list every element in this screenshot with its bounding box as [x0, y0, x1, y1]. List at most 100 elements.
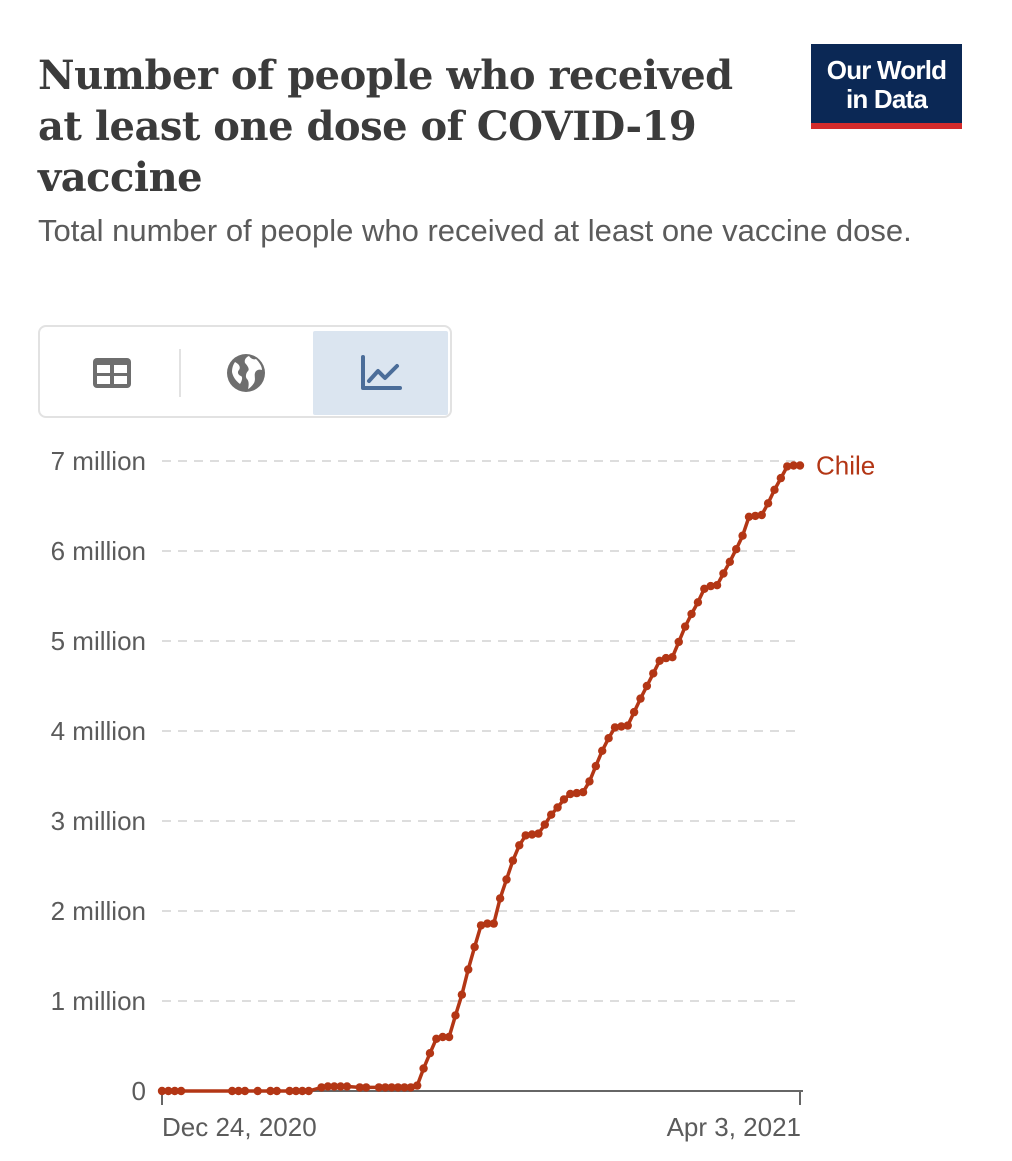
- data-point: [585, 777, 594, 786]
- grid-lines: [162, 460, 800, 1002]
- data-point: [502, 875, 511, 884]
- data-point: [330, 1082, 339, 1091]
- data-point: [578, 788, 588, 797]
- y-tick-label: 4 million: [51, 716, 146, 746]
- data-point: [693, 598, 703, 607]
- data-point: [649, 669, 658, 678]
- series-chile[interactable]: [157, 461, 805, 1096]
- data-point: [744, 512, 754, 521]
- data-point: [789, 461, 798, 470]
- y-tick-label: 5 million: [51, 626, 146, 656]
- data-point: [572, 788, 581, 798]
- data-point: [712, 581, 722, 590]
- data-point: [157, 1086, 167, 1096]
- data-point: [553, 803, 562, 812]
- data-point: [285, 1086, 294, 1096]
- data-point: [464, 965, 473, 974]
- data-point: [757, 510, 766, 520]
- data-point: [291, 1086, 301, 1096]
- data-point: [546, 810, 556, 819]
- data-point: [432, 1034, 441, 1043]
- data-point: [400, 1083, 409, 1092]
- y-tick-label: 0: [132, 1076, 146, 1106]
- data-point: [700, 584, 709, 593]
- data-point: [534, 829, 543, 838]
- line-chart-icon: [360, 355, 402, 390]
- data-point: [489, 919, 498, 928]
- data-point: [387, 1083, 396, 1092]
- data-point: [629, 707, 639, 717]
- data-point: [266, 1086, 275, 1096]
- data-point: [668, 653, 677, 662]
- data-point: [298, 1086, 307, 1096]
- data-point: [661, 653, 671, 663]
- data-point: [738, 531, 747, 540]
- chart-title: Number of people who received at least o…: [38, 52, 733, 201]
- y-tick-label: 6 million: [51, 536, 146, 566]
- x-tick-label: Dec 24, 2020: [162, 1112, 317, 1142]
- data-point: [795, 461, 805, 470]
- data-point: [559, 795, 569, 804]
- data-point: [566, 789, 575, 799]
- data-point: [342, 1082, 352, 1091]
- tab-divider: [179, 349, 181, 397]
- logo-line-1: Our World: [826, 55, 947, 85]
- tab-table[interactable]: [44, 331, 180, 415]
- data-point: [610, 723, 620, 732]
- data-point: [393, 1083, 403, 1092]
- data-point: [598, 746, 607, 755]
- series-label-chile: Chile: [816, 451, 875, 481]
- data-point: [719, 569, 728, 578]
- data-point: [783, 462, 792, 471]
- chart-subtitle: Total number of people who received at l…: [38, 213, 912, 248]
- data-point: [406, 1083, 416, 1092]
- data-point: [176, 1086, 186, 1096]
- data-point: [253, 1086, 262, 1096]
- y-tick-label: 7 million: [51, 446, 146, 476]
- data-point: [170, 1086, 179, 1096]
- data-point: [763, 499, 773, 508]
- tab-chart[interactable]: [313, 331, 448, 415]
- data-point: [483, 919, 492, 928]
- data-point: [336, 1082, 345, 1091]
- data-point: [438, 1032, 447, 1042]
- globe-icon: [227, 354, 265, 392]
- data-point: [361, 1083, 371, 1092]
- data-point: [508, 856, 518, 865]
- data-point: [374, 1083, 384, 1092]
- series-line: [162, 463, 800, 1093]
- data-point: [240, 1086, 250, 1096]
- data-point: [381, 1083, 390, 1092]
- data-point: [680, 622, 690, 631]
- data-point: [444, 1032, 454, 1042]
- data-point: [674, 637, 683, 647]
- data-point: [304, 1086, 313, 1096]
- y-axis-labels: 0 1 million 2 million 3 million 4 million 5 m…: [51, 446, 146, 1106]
- data-point: [234, 1086, 243, 1096]
- data-point: [521, 831, 530, 840]
- y-tick-label: 1 million: [51, 986, 146, 1016]
- data-point: [732, 545, 741, 554]
- view-tabs: [38, 325, 452, 418]
- data-point: [470, 942, 479, 952]
- y-tick-label: 3 million: [51, 806, 146, 836]
- data-point: [591, 761, 601, 771]
- owid-logo[interactable]: Our World in Data: [811, 44, 962, 129]
- data-point: [687, 609, 696, 619]
- data-point: [495, 894, 505, 903]
- data-point: [770, 485, 779, 494]
- data-point: [623, 721, 632, 730]
- data-point: [355, 1083, 364, 1092]
- y-tick-label: 2 million: [51, 896, 146, 926]
- data-point: [642, 681, 652, 691]
- line-chart: 0 1 million 2 million 3 million 4 million 5 m…: [51, 446, 876, 1142]
- data-point: [457, 990, 467, 999]
- data-point: [425, 1049, 435, 1058]
- series-labels: Chile: [816, 451, 875, 481]
- data-point: [227, 1086, 237, 1096]
- tab-map[interactable]: [180, 331, 312, 415]
- data-point: [655, 656, 664, 665]
- data-point: [323, 1082, 333, 1091]
- data-point: [515, 841, 524, 850]
- data-point: [419, 1064, 428, 1073]
